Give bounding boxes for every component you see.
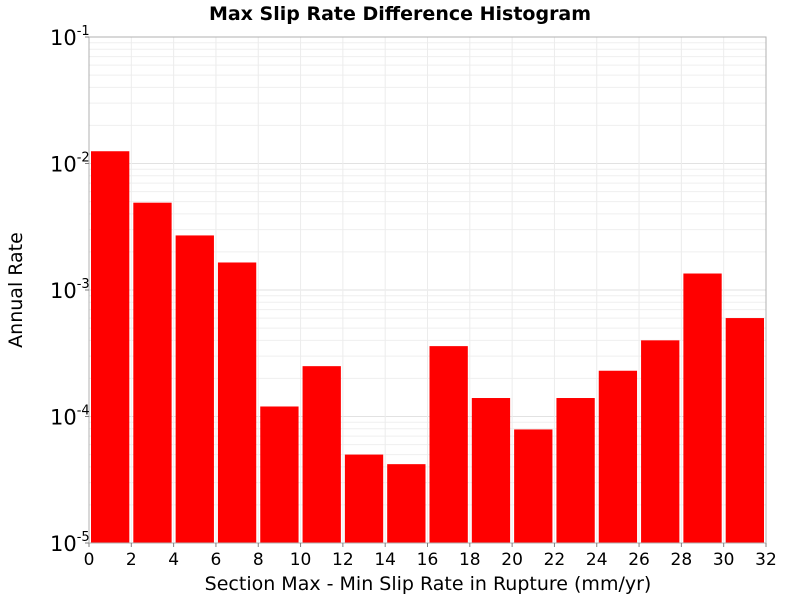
- histogram-bar: [260, 406, 299, 543]
- y-tick-label: 10-5: [50, 530, 90, 556]
- x-tick-label: 32: [755, 550, 777, 570]
- histogram-bar: [387, 464, 426, 543]
- x-tick-label: 20: [501, 550, 523, 570]
- x-tick-label: 26: [628, 550, 650, 570]
- histogram-bar: [556, 398, 595, 543]
- histogram-bar: [598, 370, 638, 543]
- x-axis-label: Section Max - Min Slip Rate in Rupture (…: [205, 573, 652, 595]
- histogram-bar: [429, 346, 468, 543]
- x-tick-label: 12: [332, 550, 354, 570]
- bars: [91, 151, 764, 544]
- histogram-bar: [217, 262, 257, 543]
- y-tick-label: 10-1: [50, 24, 90, 50]
- x-tick-label: 28: [671, 550, 693, 570]
- histogram-bar: [641, 340, 680, 543]
- histogram-bar: [471, 398, 511, 543]
- x-axis-ticks: 0 2 4 6 8 10 12 14 16 18 20 22 24 26 28 30 32: [84, 543, 777, 570]
- y-tick-label: 10-3: [50, 277, 90, 303]
- y-axis-label: Annual Rate: [5, 232, 27, 348]
- x-tick-label: 10: [290, 550, 312, 570]
- x-tick-label: 22: [544, 550, 566, 570]
- x-tick-label: 4: [168, 550, 179, 570]
- histogram-bar: [344, 454, 384, 543]
- y-tick-label: 10-2: [50, 151, 90, 177]
- y-tick-label: 10-4: [50, 404, 90, 430]
- histogram-bar: [302, 366, 341, 543]
- y-axis-ticks: 10-5 10-4 10-3 10-2 10-1: [50, 24, 90, 556]
- x-tick-label: 24: [586, 550, 608, 570]
- x-tick-label: 0: [84, 550, 95, 570]
- histogram-bar: [725, 318, 764, 543]
- x-tick-label: 2: [126, 550, 137, 570]
- histogram-bar: [514, 429, 553, 543]
- x-tick-label: 30: [713, 550, 735, 570]
- x-tick-label: 8: [253, 550, 264, 570]
- chart-title: Max Slip Rate Difference Histogram: [209, 3, 591, 25]
- x-tick-label: 18: [459, 550, 481, 570]
- histogram-bar: [683, 273, 722, 543]
- histogram-bar: [175, 235, 214, 543]
- x-tick-label: 14: [374, 550, 396, 570]
- histogram-bar: [91, 151, 130, 543]
- x-tick-label: 16: [417, 550, 439, 570]
- x-tick-label: 6: [211, 550, 222, 570]
- histogram-bar: [133, 202, 172, 544]
